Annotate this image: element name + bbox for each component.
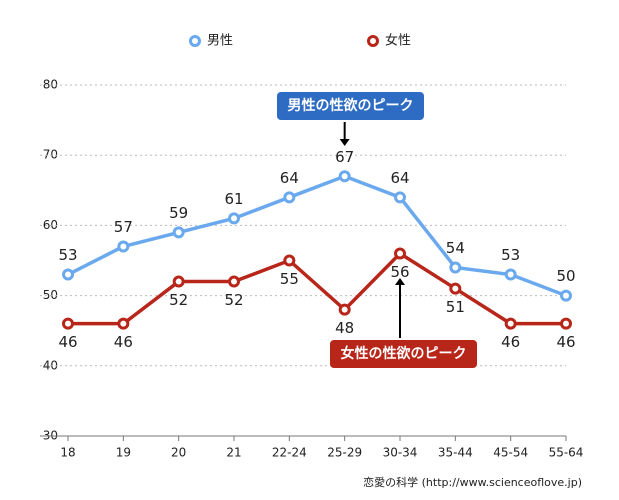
point bbox=[449, 261, 462, 274]
legend-label: 女性 bbox=[385, 33, 411, 49]
arrow-head bbox=[339, 139, 350, 146]
annotation-box bbox=[277, 92, 424, 120]
point bbox=[560, 289, 572, 302]
x-tick-label: 55-64 bbox=[549, 446, 584, 460]
data-label: 53 bbox=[501, 246, 520, 264]
x-tick-label: 25-29 bbox=[327, 446, 362, 460]
point bbox=[62, 317, 74, 330]
data-label: 64 bbox=[280, 169, 299, 187]
source: 恋愛の科学 (http://www.scienceoflove.jp) bbox=[363, 475, 582, 489]
x-tick-label: 19 bbox=[116, 446, 131, 460]
point bbox=[283, 191, 296, 204]
data-label: 59 bbox=[169, 204, 188, 222]
data-label: 52 bbox=[169, 291, 188, 309]
data-label: 51 bbox=[446, 298, 465, 316]
legend-marker bbox=[189, 35, 201, 47]
data-label: 64 bbox=[390, 169, 409, 187]
point bbox=[172, 226, 185, 239]
data-label: 57 bbox=[114, 218, 133, 236]
data-label: 46 bbox=[501, 333, 520, 351]
point bbox=[117, 317, 130, 330]
x-tick-label: 20 bbox=[171, 446, 186, 460]
legend-marker bbox=[367, 35, 379, 47]
point bbox=[449, 282, 462, 295]
data-label: 46 bbox=[114, 333, 133, 351]
data-label: 54 bbox=[446, 239, 465, 257]
point bbox=[62, 268, 74, 281]
point bbox=[504, 317, 517, 330]
point bbox=[560, 317, 572, 330]
point bbox=[504, 268, 517, 281]
data-label: 53 bbox=[58, 246, 77, 264]
annotation-text: 男性の性欲のピーク bbox=[288, 97, 414, 114]
data-label: 52 bbox=[224, 291, 243, 309]
point bbox=[338, 303, 351, 316]
point bbox=[117, 240, 130, 253]
data-label: 61 bbox=[224, 190, 243, 208]
point bbox=[172, 275, 185, 288]
arrow-head bbox=[395, 278, 405, 285]
x-tick-label: 21 bbox=[226, 446, 241, 460]
data-label: 50 bbox=[556, 267, 575, 285]
data-label: 67 bbox=[335, 148, 354, 166]
annotation-text: 女性の性欲のピーク bbox=[341, 345, 467, 362]
line bbox=[67, 174, 567, 298]
point bbox=[338, 170, 351, 183]
x-tick-label: 22-24 bbox=[272, 446, 307, 460]
point bbox=[394, 191, 406, 204]
data-label: 56 bbox=[390, 263, 409, 281]
data-label: 46 bbox=[58, 333, 77, 351]
point bbox=[394, 247, 406, 260]
point bbox=[228, 212, 240, 225]
legend-label: 男性 bbox=[207, 34, 233, 49]
point bbox=[283, 254, 296, 267]
x-tick-label: 35-44 bbox=[438, 446, 473, 460]
x-tick-label: 45-54 bbox=[493, 446, 528, 460]
data-label: 46 bbox=[556, 333, 575, 351]
data-label: 48 bbox=[335, 319, 354, 337]
line bbox=[68, 251, 566, 326]
x-tick-label: 30-34 bbox=[383, 446, 418, 460]
point bbox=[228, 275, 240, 288]
annotation-box bbox=[330, 340, 477, 368]
x-tick-label: 18 bbox=[60, 446, 75, 460]
data-label: 55 bbox=[280, 270, 299, 288]
